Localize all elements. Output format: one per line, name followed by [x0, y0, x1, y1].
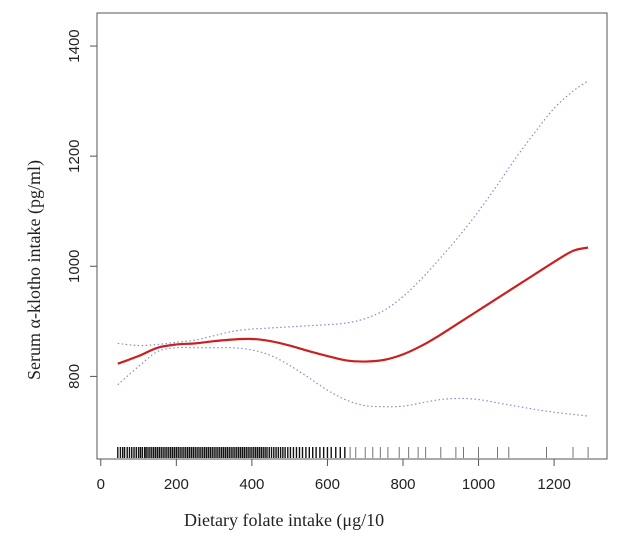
y-tick-label: 1000 — [66, 250, 83, 283]
x-axis-label: Dietary folate intake (μg/10 — [184, 510, 384, 531]
y-tick-label: 1400 — [66, 29, 83, 62]
x-tick-label: 0 — [97, 476, 105, 493]
x-tick-label: 1000 — [462, 476, 495, 493]
rug-layer — [117, 447, 589, 458]
estimate-line — [117, 246, 589, 365]
y-axis-label: Serum α-klotho intake (pg/ml) — [24, 160, 45, 380]
x-tick-label: 200 — [164, 476, 189, 493]
upper-ci-line — [117, 80, 589, 347]
lower-ci-line — [117, 346, 589, 417]
x-tick-label: 600 — [315, 476, 340, 493]
y-axis: 800 1000 1200 1400 — [66, 29, 97, 389]
plot-frame — [96, 12, 608, 460]
x-axis: 0 200 400 600 800 1000 1200 — [97, 459, 571, 493]
x-tick-label: 800 — [390, 476, 415, 493]
y-tick-label: 1200 — [66, 139, 83, 172]
x-tick-label: 400 — [239, 476, 264, 493]
lines-layer — [117, 80, 589, 417]
y-tick-label: 800 — [66, 364, 83, 389]
x-tick-label: 1200 — [537, 476, 570, 493]
